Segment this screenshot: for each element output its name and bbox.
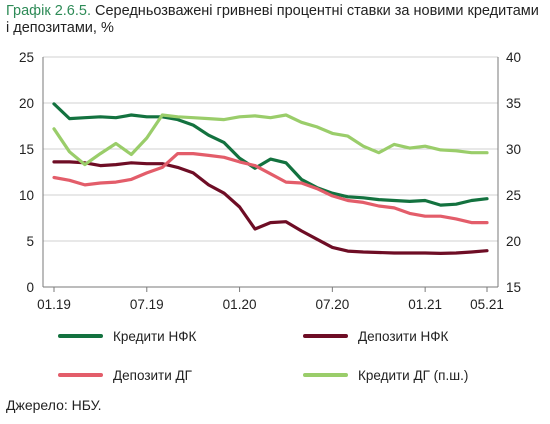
y-right-tick-label: 30: [506, 142, 521, 157]
x-tick-label: 07.20: [315, 297, 349, 312]
x-tick-label: 05.21: [470, 297, 504, 312]
series-lines: [52, 102, 489, 255]
series-line-4: [52, 113, 489, 167]
x-tick-label: 01.21: [408, 297, 442, 312]
x-tick-label: 01.19: [37, 297, 71, 312]
title-number: Графік 2.6.5.: [6, 3, 91, 19]
y-left-tick-label: 5: [26, 234, 34, 249]
y-right-tick-label: 20: [506, 234, 521, 249]
x-tick-label: 01.20: [223, 297, 257, 312]
y-right-tick-label: 35: [506, 96, 521, 111]
series-line-3: [52, 152, 489, 225]
legend-label: Кредити НФК: [113, 329, 196, 344]
series-line-1: [52, 102, 489, 207]
source-note: Джерело: НБУ.: [6, 397, 102, 413]
right-axis-ticks: 15 20 25 30 35 40: [506, 50, 521, 295]
chart-title: Графік 2.6.5. Середньозважені гривневі п…: [6, 3, 544, 37]
left-axis-ticks: 0 5 10 15 20 25: [19, 50, 34, 295]
y-left-tick-label: 15: [19, 142, 34, 157]
x-axis-ticks: 01.19 07.19 01.20 07.20 01.21 05.21: [37, 287, 504, 312]
legend: Кредити НФК Депозити НФК Депозити ДГ Кредит…: [58, 329, 468, 383]
legend-label: Депозити ДГ: [113, 368, 193, 383]
legend-label: Депозити НФК: [358, 329, 449, 344]
y-left-tick-label: 25: [19, 50, 34, 65]
series-line-2: [52, 160, 489, 255]
legend-label: Кредити ДГ (п.ш.): [358, 368, 468, 383]
y-left-tick-label: 10: [19, 188, 34, 203]
y-left-tick-label: 0: [26, 280, 34, 295]
x-tick-label: 07.19: [130, 297, 164, 312]
y-right-tick-label: 40: [506, 50, 521, 65]
title-text: Середньозважені гривневі процентні ставк…: [6, 3, 539, 36]
y-left-tick-label: 20: [19, 96, 34, 111]
y-right-tick-label: 15: [506, 280, 521, 295]
y-right-tick-label: 25: [506, 188, 521, 203]
axes: [42, 57, 499, 288]
